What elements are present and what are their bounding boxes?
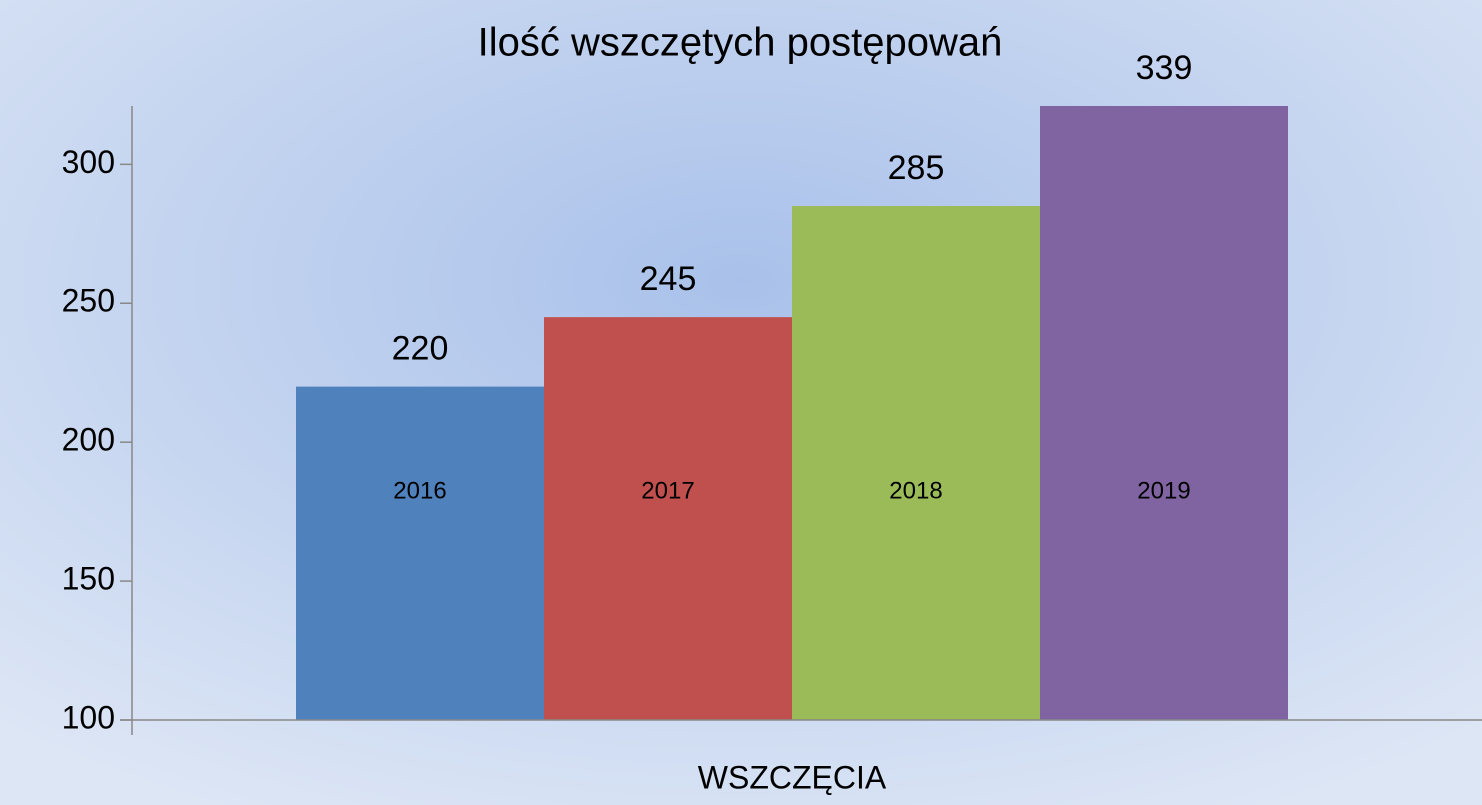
data-label: 245 <box>640 260 697 298</box>
y-tick-label: 200 <box>62 422 115 458</box>
data-label: 339 <box>1136 49 1193 87</box>
bar <box>544 317 792 720</box>
y-tick-label: 100 <box>62 699 115 735</box>
plot-area <box>296 106 1288 721</box>
series-label: 2019 <box>1137 477 1190 504</box>
series-label: 2017 <box>641 477 694 504</box>
bar <box>1040 106 1288 720</box>
x-tick-label: WSZCZĘCIA <box>698 759 887 795</box>
data-label: 220 <box>392 330 449 368</box>
bar <box>792 206 1040 721</box>
series-label: 2016 <box>393 477 446 504</box>
chart-title: Ilość wszczętych postępowań <box>478 21 1003 65</box>
y-tick-label: 150 <box>62 561 115 597</box>
bar <box>296 386 544 720</box>
data-label: 285 <box>888 149 945 187</box>
y-tick-label: 300 <box>62 144 115 180</box>
y-tick-label: 250 <box>62 283 115 319</box>
series-label: 2018 <box>889 477 942 504</box>
